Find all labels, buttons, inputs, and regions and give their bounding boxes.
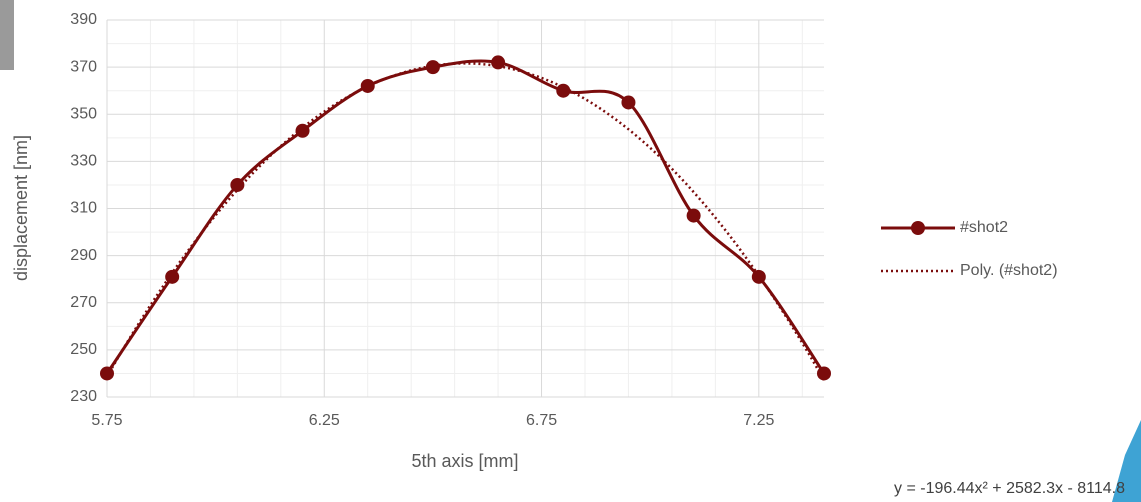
data-point (360, 78, 375, 93)
legend-label: #shot2 (960, 219, 1008, 236)
series-line (105, 59, 826, 375)
y-tick-label: 370 (70, 58, 97, 75)
data-point (556, 83, 571, 98)
y-tick-label: 310 (70, 200, 97, 217)
x-axis-label: 5th axis [mm] (411, 451, 518, 471)
decoration (1112, 420, 1141, 502)
decoration (0, 0, 14, 70)
y-tick-label: 290 (70, 247, 97, 264)
x-tick-label: 6.25 (309, 412, 340, 429)
trendline (105, 62, 826, 381)
y-tick-label: 270 (70, 294, 97, 311)
legend-label: Poly. (#shot2) (960, 262, 1058, 279)
data-point (425, 60, 440, 75)
data-point (817, 366, 831, 381)
x-tick-label: 6.75 (526, 412, 557, 429)
legend-marker (911, 221, 925, 235)
x-tick-label: 7.25 (743, 412, 774, 429)
x-tick-label: 5.75 (91, 412, 122, 429)
y-tick-label: 330 (70, 153, 97, 170)
data-point (751, 269, 766, 284)
data-point (230, 177, 245, 192)
data-point (686, 208, 701, 223)
y-tick-label: 350 (70, 105, 97, 122)
y-tick-label: 390 (70, 11, 97, 28)
data-point (295, 123, 310, 138)
y-tick-label: 230 (70, 388, 97, 405)
data-point (491, 55, 506, 70)
data-point (165, 269, 180, 284)
trendline-equation: y = -196.44x² + 2582.3x - 8114.8 (894, 480, 1125, 497)
y-axis-label: displacement [nm] (11, 135, 31, 281)
data-point (621, 95, 636, 110)
y-tick-label: 250 (70, 341, 97, 358)
data-point (100, 366, 114, 381)
